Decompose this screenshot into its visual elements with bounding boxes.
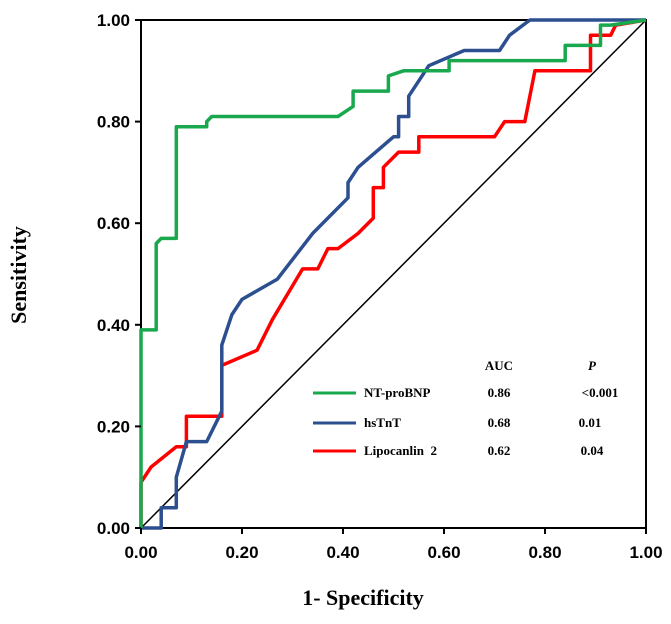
legend-entry-lipocalin2: Lipocanlin 2 0.62 0.04: [313, 443, 604, 458]
y-tick-label: 0.40: [97, 316, 130, 335]
y-tick-label: 0.60: [97, 214, 130, 233]
legend-p-ntprobnp: <0.001: [582, 385, 619, 400]
x-tick-label: 0.60: [427, 543, 460, 562]
x-tick-label: 0.20: [225, 543, 258, 562]
y-tick-label: 0.80: [97, 113, 130, 132]
x-axis-title: 1- Specificity: [302, 585, 424, 610]
legend-p-lipocalin2: 0.04: [581, 443, 604, 458]
y-tick-label: 0.00: [97, 519, 130, 538]
legend-header-auc: AUC: [485, 358, 513, 373]
legend-label-ntprobnp: NT-proBNP: [364, 385, 431, 400]
legend-auc-ntprobnp: 0.86: [488, 385, 511, 400]
legend-label-hstnt: hsTnT: [364, 415, 401, 430]
x-tick-label: 0.40: [326, 543, 359, 562]
series-line-hstnt: [141, 18, 646, 530]
legend-header-p: P: [588, 358, 597, 373]
legend-auc-lipocalin2: 0.62: [488, 443, 511, 458]
series-line-lipocanlin2: [139, 18, 647, 528]
legend-entry-hstnt: hsTnT 0.68 0.01: [313, 415, 601, 430]
legend: AUC P NT-proBNP 0.86 <0.001 hsTnT 0.68 0…: [313, 358, 618, 458]
x-axis: 0.00 0.20 0.40 0.60 0.80 1.00: [124, 528, 663, 562]
x-tick-label: 0.00: [124, 543, 157, 562]
plot-frame: [140, 19, 647, 529]
y-tick-label: 1.00: [97, 11, 130, 30]
y-tick-label: 0.20: [97, 417, 130, 436]
series-line-ntprobnp: [139, 18, 647, 528]
reference-diagonal: [140, 19, 647, 529]
x-tick-label: 1.00: [629, 543, 662, 562]
legend-p-hstnt: 0.01: [579, 415, 602, 430]
plot-area: [139, 18, 647, 530]
legend-label-lipocalin2: Lipocanlin 2: [364, 443, 437, 458]
legend-entry-ntprobnp: NT-proBNP 0.86 <0.001: [313, 385, 618, 400]
x-tick-label: 0.80: [528, 543, 561, 562]
legend-auc-hstnt: 0.68: [488, 415, 511, 430]
y-axis: 0.00 0.20 0.40 0.60 0.80 1.00: [97, 11, 141, 538]
y-axis-title: Sensitivity: [6, 226, 31, 324]
